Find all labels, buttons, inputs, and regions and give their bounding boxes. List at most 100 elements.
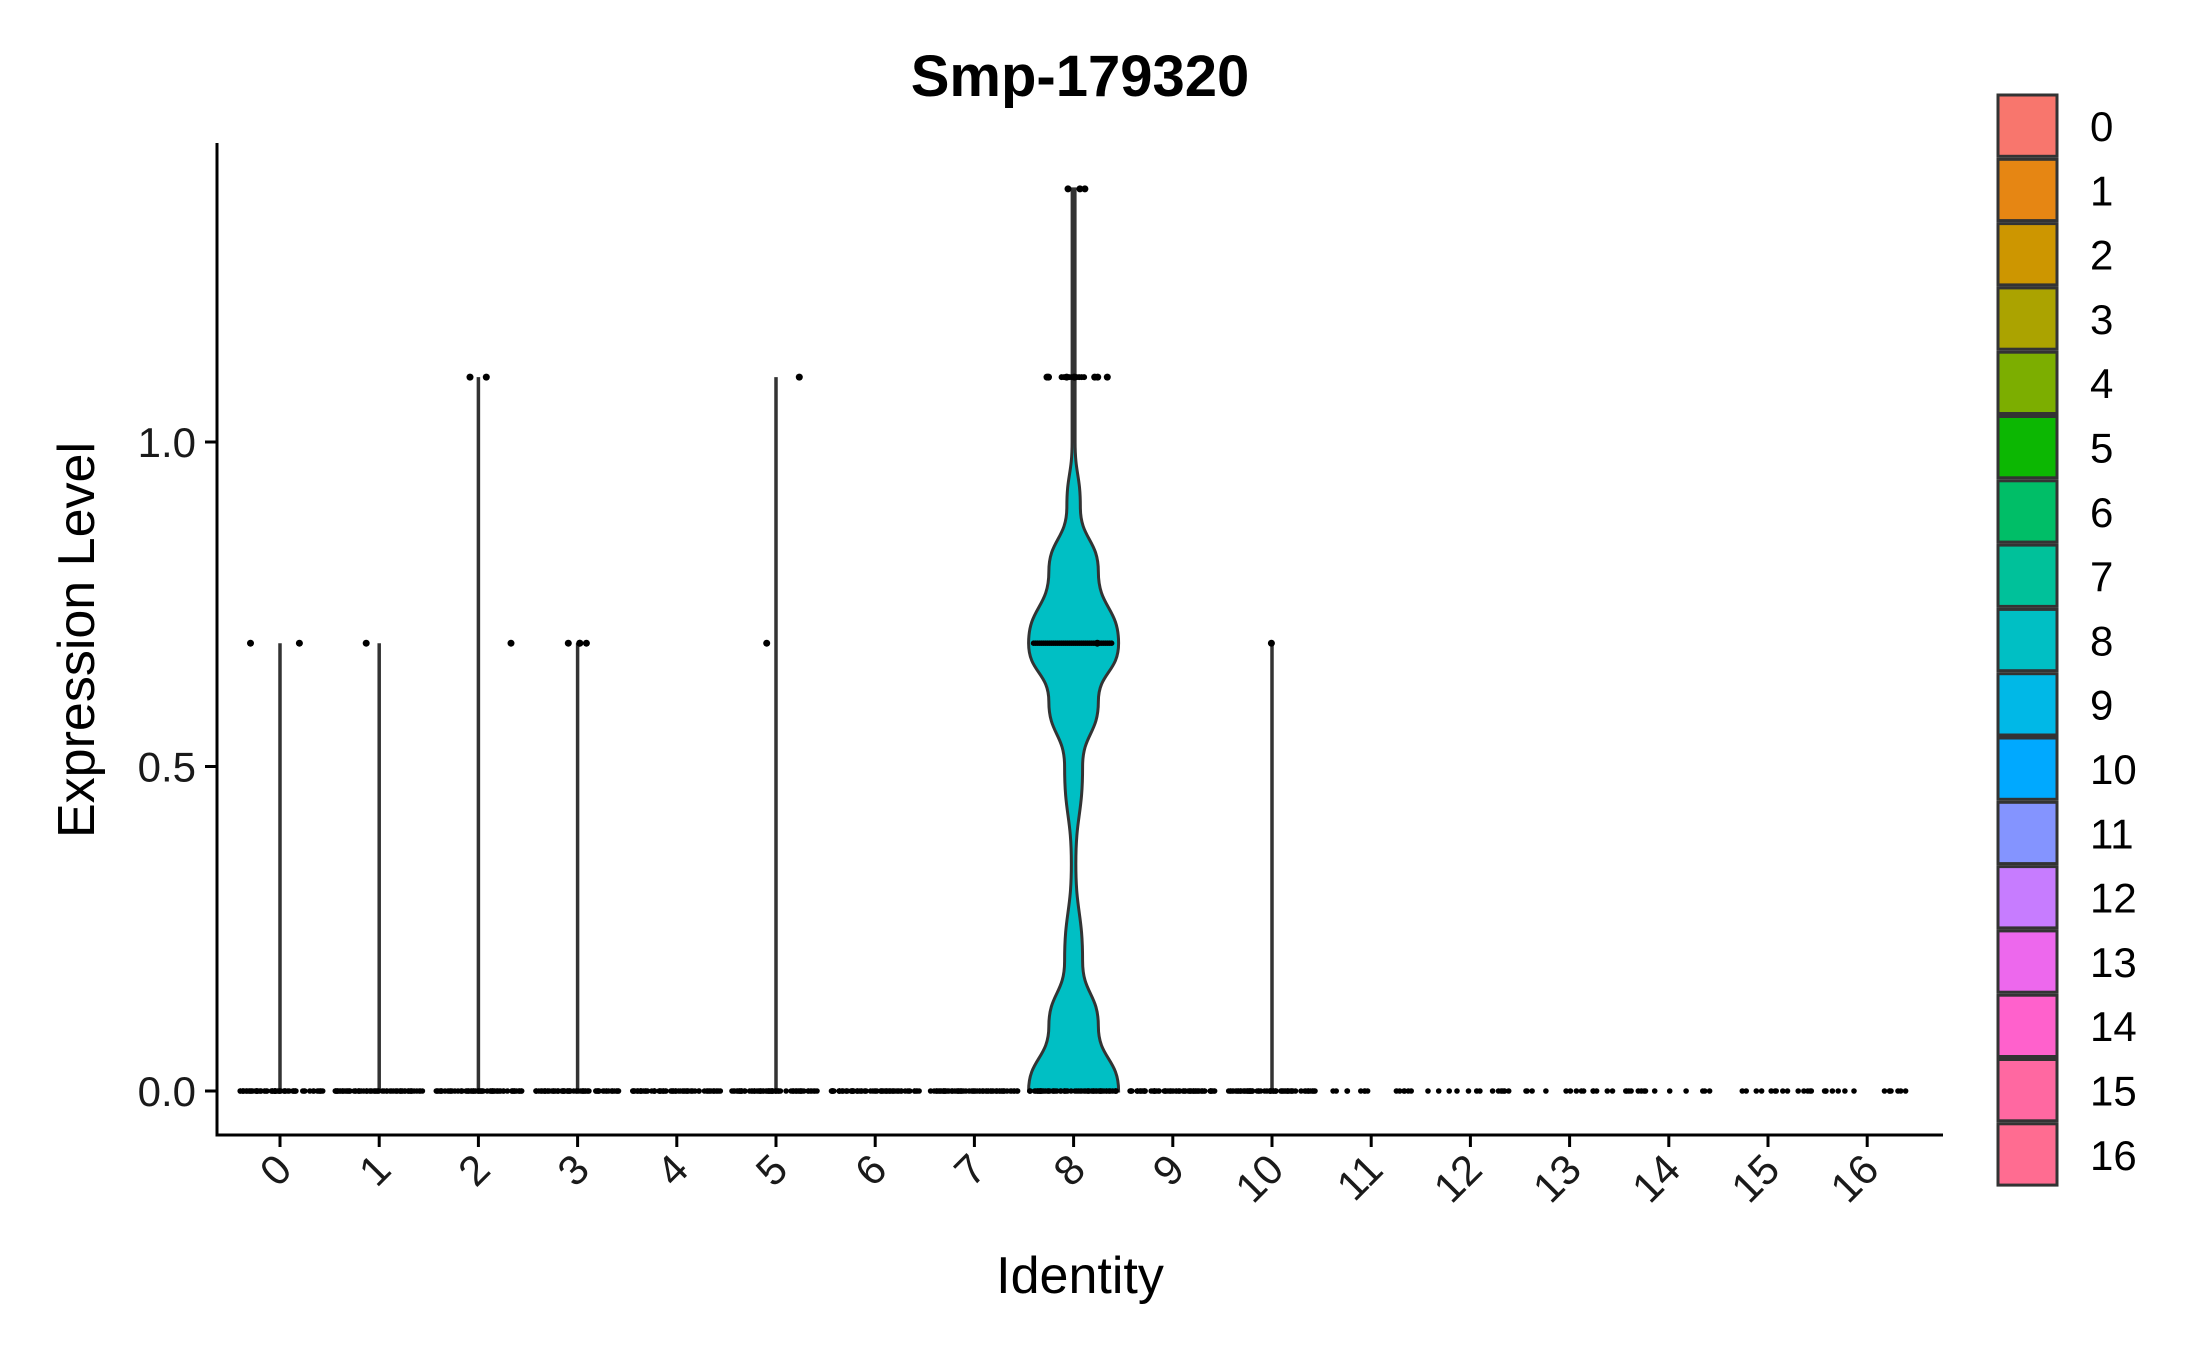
chart-title: Smp-179320 bbox=[911, 44, 1250, 109]
data-point bbox=[1784, 1088, 1791, 1094]
x-tick-label: 8 bbox=[1044, 1145, 1094, 1195]
x-tick-label: 13 bbox=[1524, 1145, 1590, 1211]
x-tick-label: 6 bbox=[846, 1145, 896, 1195]
data-point bbox=[887, 1088, 894, 1094]
data-point bbox=[970, 1088, 976, 1094]
data-point bbox=[854, 1088, 860, 1094]
data-point bbox=[1099, 1088, 1106, 1094]
legend-label-3: 3 bbox=[2090, 296, 2113, 343]
legend-label-1: 1 bbox=[2090, 167, 2113, 214]
legend-label-9: 9 bbox=[2090, 682, 2113, 729]
data-point bbox=[963, 1088, 969, 1094]
data-point bbox=[938, 1088, 945, 1094]
data-point bbox=[1641, 1088, 1648, 1094]
data-point bbox=[1446, 1088, 1452, 1094]
violin-group-14 bbox=[1623, 1088, 1713, 1094]
data-point bbox=[651, 1088, 658, 1094]
data-point bbox=[1609, 1088, 1616, 1094]
data-point bbox=[509, 1088, 515, 1094]
legend-label-5: 5 bbox=[2090, 425, 2113, 472]
data-point bbox=[489, 1088, 496, 1094]
data-point bbox=[352, 1088, 359, 1094]
data-point bbox=[362, 639, 370, 647]
data-point bbox=[271, 1088, 278, 1094]
x-tick-label: 1 bbox=[350, 1145, 400, 1195]
data-point bbox=[1173, 1088, 1180, 1094]
data-point bbox=[1401, 1088, 1407, 1094]
data-point bbox=[949, 1088, 955, 1094]
data-point bbox=[990, 1088, 996, 1094]
data-point bbox=[516, 1088, 522, 1094]
data-point bbox=[1902, 1088, 1909, 1094]
data-point bbox=[541, 1088, 548, 1094]
data-point bbox=[1167, 1088, 1173, 1094]
data-point bbox=[692, 1088, 698, 1094]
data-point bbox=[596, 1088, 602, 1094]
y-axis-ticks: 0.0 0.5 1.0 bbox=[138, 419, 217, 1115]
legend-label-4: 4 bbox=[2090, 360, 2113, 407]
data-point bbox=[307, 1088, 313, 1094]
data-point bbox=[1829, 1088, 1836, 1094]
data-point bbox=[790, 1088, 796, 1094]
data-point bbox=[1435, 1088, 1442, 1094]
x-tick-label: 9 bbox=[1143, 1145, 1193, 1195]
data-point bbox=[1886, 1088, 1893, 1094]
data-point bbox=[795, 373, 803, 381]
data-point bbox=[1235, 1088, 1241, 1094]
data-point bbox=[765, 1088, 772, 1094]
data-point bbox=[730, 1088, 737, 1094]
x-axis-ticks: 0 1 2 3 4 5 6 7 8 9 10 11 12 13 14 15 16 bbox=[251, 1135, 1888, 1211]
data-point bbox=[247, 639, 254, 647]
legend-label-2: 2 bbox=[2090, 232, 2113, 279]
violin-group-0 bbox=[237, 639, 326, 1094]
data-point bbox=[1286, 1088, 1292, 1094]
data-point bbox=[1405, 1088, 1412, 1094]
data-point bbox=[555, 1088, 561, 1094]
data-point bbox=[662, 1088, 669, 1094]
data-point bbox=[974, 1088, 980, 1094]
data-point bbox=[1489, 1088, 1496, 1094]
legend-swatch-8 bbox=[1996, 607, 2059, 673]
data-point bbox=[576, 639, 584, 647]
legend-swatch-6 bbox=[1996, 479, 2059, 544]
data-point bbox=[799, 1088, 806, 1094]
data-point bbox=[640, 1088, 647, 1094]
data-point bbox=[1753, 1088, 1760, 1094]
violin-group-12 bbox=[1425, 1088, 1512, 1094]
legend-label-16: 16 bbox=[2090, 1132, 2137, 1179]
data-point bbox=[281, 1088, 287, 1094]
data-point bbox=[1835, 1088, 1841, 1094]
violin-group-4 bbox=[630, 1088, 724, 1094]
legend-swatch-14 bbox=[1996, 993, 2059, 1059]
data-point bbox=[913, 1088, 920, 1094]
data-point bbox=[1578, 1088, 1585, 1094]
data-point bbox=[372, 1088, 378, 1094]
data-point bbox=[850, 1088, 856, 1094]
data-point bbox=[1821, 1088, 1828, 1094]
data-point bbox=[458, 1088, 465, 1094]
data-point bbox=[465, 1088, 472, 1094]
legend-swatch-15 bbox=[1996, 1058, 2059, 1123]
data-point bbox=[1768, 1088, 1774, 1094]
data-point bbox=[1045, 373, 1052, 381]
data-point bbox=[295, 639, 303, 647]
data-point bbox=[1635, 1088, 1642, 1094]
data-point bbox=[783, 1088, 789, 1094]
data-point bbox=[1780, 1088, 1786, 1094]
data-point bbox=[1361, 1088, 1368, 1094]
data-point bbox=[1180, 1088, 1187, 1094]
data-point bbox=[898, 1088, 905, 1094]
data-point bbox=[1078, 1088, 1085, 1094]
data-point bbox=[1298, 1088, 1304, 1094]
data-point bbox=[1261, 1088, 1268, 1094]
data-point bbox=[1063, 1088, 1070, 1094]
legend-label-12: 12 bbox=[2090, 875, 2137, 922]
data-point bbox=[1241, 1088, 1248, 1094]
data-point bbox=[1758, 1088, 1765, 1094]
data-point bbox=[749, 1088, 755, 1094]
data-point bbox=[1027, 1088, 1033, 1094]
violin-group-3 bbox=[533, 639, 622, 1094]
data-point bbox=[777, 1088, 784, 1094]
y-tick-label: 1.0 bbox=[138, 419, 196, 466]
